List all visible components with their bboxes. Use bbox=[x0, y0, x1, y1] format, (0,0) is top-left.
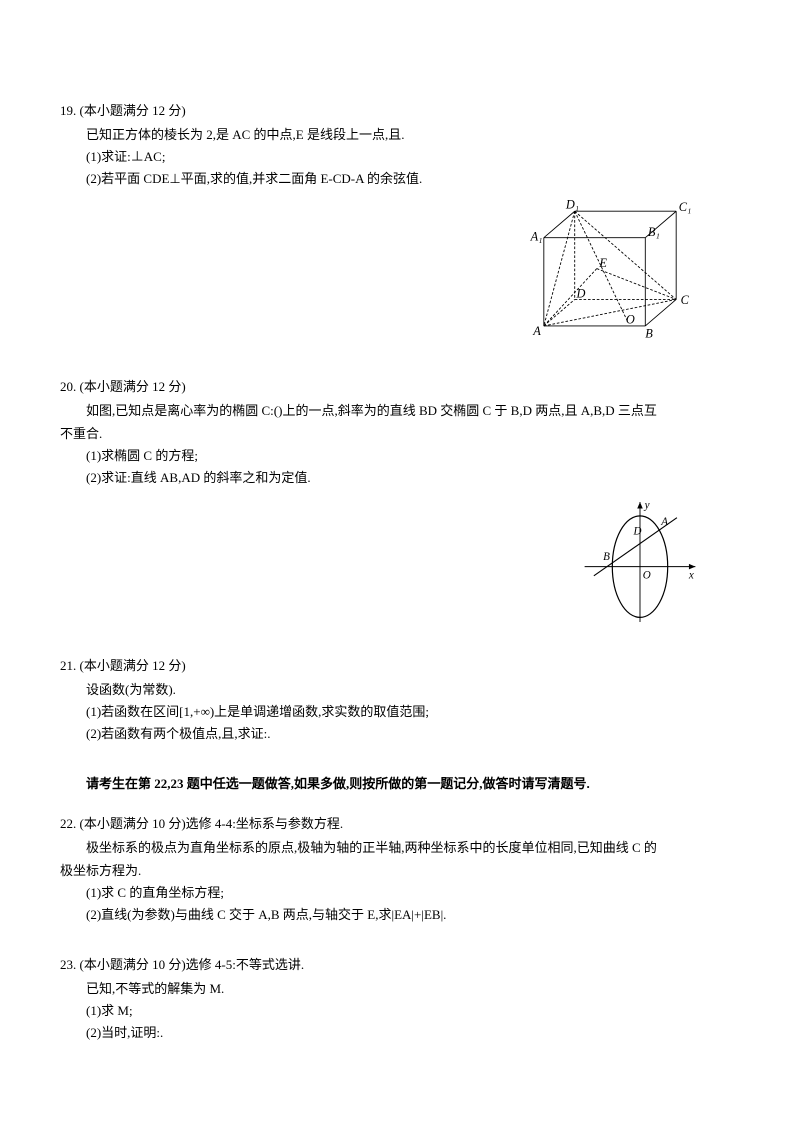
ellipse-icon: O x y A B D bbox=[580, 497, 700, 627]
problem-20-part2: (2)求证:直线 AB,AD 的斜率之和为定值. bbox=[60, 467, 740, 489]
cube-label-b: B bbox=[645, 327, 653, 341]
problem-20-head: 20. (本小题满分 12 分) bbox=[60, 376, 740, 398]
cube-label-a: A bbox=[532, 324, 541, 338]
problem-22-line1: 极坐标系的极点为直角坐标系的原点,极轴为轴的正半轴,两种坐标系中的长度单位相同,… bbox=[60, 837, 740, 859]
cube-label-c: C bbox=[681, 293, 690, 307]
ellipse-label-b: B bbox=[603, 551, 610, 563]
cube-icon: D₁ C₁ A₁ B₁ A B C D E O bbox=[520, 198, 700, 348]
problem-22-head: 22. (本小题满分 10 分)选修 4-4:坐标系与参数方程. bbox=[60, 813, 740, 835]
ellipse-label-o: O bbox=[643, 569, 651, 581]
problem-19: 19. (本小题满分 12 分) 已知正方体的棱长为 2,是 AC 的中点,E … bbox=[60, 100, 740, 348]
problem-19-head: 19. (本小题满分 12 分) bbox=[60, 100, 740, 122]
problem-21-part2: (2)若函数有两个极值点,且,求证:. bbox=[60, 723, 740, 745]
problem-19-body: 已知正方体的棱长为 2,是 AC 的中点,E 是线段上一点,且. bbox=[60, 124, 740, 146]
problem-23-part2: (2)当时,证明:. bbox=[60, 1022, 740, 1044]
problem-22-part2: (2)直线(为参数)与曲线 C 交于 A,B 两点,与轴交于 E,求|EA|+|… bbox=[60, 904, 740, 926]
cube-label-e: E bbox=[598, 256, 607, 270]
problem-19-part2: (2)若平面 CDE⊥平面,求的值,并求二面角 E-CD-A 的余弦值. bbox=[60, 168, 740, 190]
problem-22-number: 22. bbox=[60, 816, 76, 831]
cube-label-b1: B₁ bbox=[648, 225, 660, 239]
problem-21-line1: 设函数(为常数). bbox=[60, 679, 740, 701]
problem-23-head: 23. (本小题满分 10 分)选修 4-5:不等式选讲. bbox=[60, 954, 740, 976]
page: 19. (本小题满分 12 分) 已知正方体的棱长为 2,是 AC 的中点,E … bbox=[0, 0, 800, 1132]
problem-19-number: 19. bbox=[60, 103, 76, 118]
ellipse-label-a: A bbox=[660, 516, 668, 528]
problem-23-part1: (1)求 M; bbox=[60, 1000, 740, 1022]
problem-20-figure: O x y A B D bbox=[60, 497, 700, 627]
problem-19-part1: (1)求证:⊥AC; bbox=[60, 146, 740, 168]
problem-22-points: (本小题满分 10 分)选修 4-4:坐标系与参数方程. bbox=[80, 816, 344, 831]
ellipse-label-d: D bbox=[633, 525, 642, 537]
problem-21: 21. (本小题满分 12 分) 设函数(为常数). (1)若函数在区间[1,+… bbox=[60, 655, 740, 745]
problem-23-line1: 已知,不等式的解集为 M. bbox=[60, 978, 740, 1000]
problem-19-points: (本小题满分 12 分) bbox=[80, 103, 186, 118]
problem-21-number: 21. bbox=[60, 658, 76, 673]
cube-label-o: O bbox=[626, 313, 635, 327]
cube-label-d1: D₁ bbox=[565, 198, 579, 212]
problem-22: 22. (本小题满分 10 分)选修 4-4:坐标系与参数方程. 极坐标系的极点… bbox=[60, 813, 740, 925]
problem-22-part1: (1)求 C 的直角坐标方程; bbox=[60, 882, 740, 904]
problem-20-number: 20. bbox=[60, 379, 76, 394]
problem-21-part1: (1)若函数在区间[1,+∞)上是单调递增函数,求实数的取值范围; bbox=[60, 701, 740, 723]
choice-instruction: 请考生在第 22,23 题中任选一题做答,如果多做,则按所做的第一题记分,做答时… bbox=[60, 773, 740, 795]
problem-21-points: (本小题满分 12 分) bbox=[80, 658, 186, 673]
problem-19-figure: D₁ C₁ A₁ B₁ A B C D E O bbox=[60, 198, 700, 348]
problem-23: 23. (本小题满分 10 分)选修 4-5:不等式选讲. 已知,不等式的解集为… bbox=[60, 954, 740, 1044]
ellipse-label-x: x bbox=[688, 569, 694, 581]
problem-23-points: (本小题满分 10 分)选修 4-5:不等式选讲. bbox=[80, 957, 305, 972]
problem-20-points: (本小题满分 12 分) bbox=[80, 379, 186, 394]
cube-label-c1: C₁ bbox=[679, 201, 692, 215]
problem-20-part1: (1)求椭圆 C 的方程; bbox=[60, 445, 740, 467]
cube-label-a1: A₁ bbox=[530, 230, 543, 244]
problem-20: 20. (本小题满分 12 分) 如图,已知点是离心率为的椭圆 C:()上的一点… bbox=[60, 376, 740, 626]
problem-20-line2: 不重合. bbox=[60, 423, 740, 445]
problem-20-line1: 如图,已知点是离心率为的椭圆 C:()上的一点,斜率为的直线 BD 交椭圆 C … bbox=[60, 400, 740, 422]
ellipse-label-y: y bbox=[644, 499, 650, 511]
cube-label-d: D bbox=[575, 287, 585, 301]
problem-23-number: 23. bbox=[60, 957, 76, 972]
problem-22-line2: 极坐标方程为. bbox=[60, 860, 740, 882]
problem-21-head: 21. (本小题满分 12 分) bbox=[60, 655, 740, 677]
